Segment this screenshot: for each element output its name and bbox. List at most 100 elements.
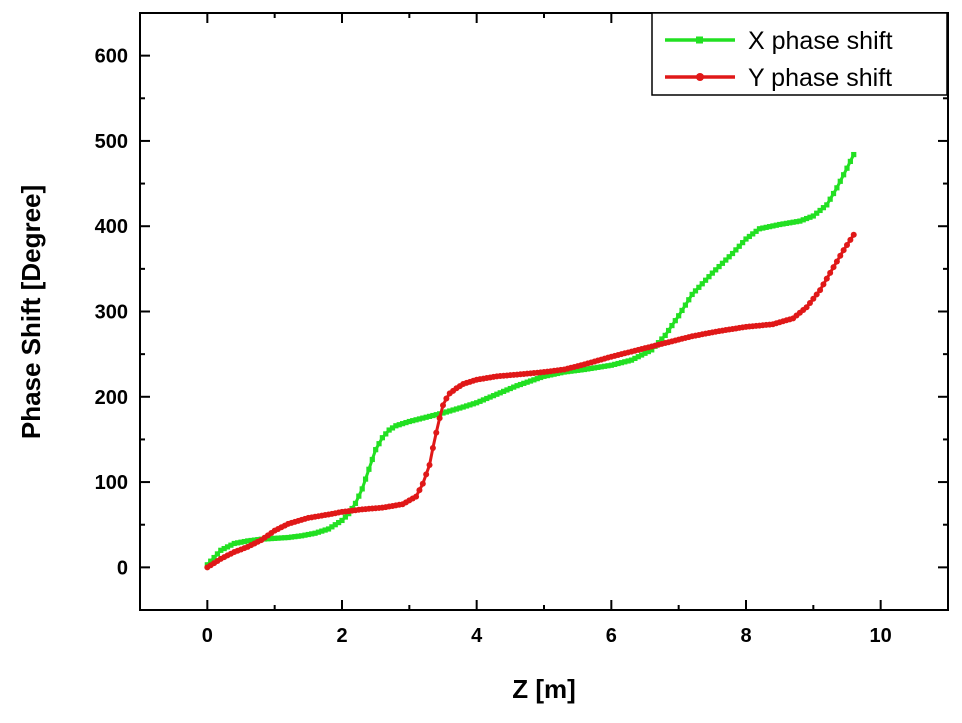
y-tick-label: 600 (95, 46, 128, 68)
legend: X phase shift Y phase shift (651, 12, 948, 96)
data-point (810, 213, 816, 219)
data-point (676, 313, 682, 319)
data-point (218, 547, 224, 553)
data-point (844, 165, 850, 171)
series-x-phase-shift (204, 151, 857, 568)
data-point (376, 441, 382, 447)
data-point (538, 374, 544, 381)
data-point (443, 395, 450, 402)
data-point (460, 404, 466, 410)
data-point (359, 486, 365, 492)
data-point (265, 536, 271, 542)
data-point (416, 487, 423, 494)
x-tick-label: 4 (471, 625, 483, 647)
data-point (605, 363, 611, 369)
data-point (517, 381, 524, 388)
data-point (248, 537, 254, 544)
data-point (423, 471, 430, 478)
data-point (642, 350, 648, 356)
data-point (211, 554, 217, 561)
data-point (709, 270, 715, 276)
data-point (733, 247, 739, 253)
data-point (440, 402, 446, 409)
data-point (746, 233, 752, 240)
data-point (501, 388, 507, 394)
legend-label: X phase shift (748, 27, 893, 55)
data-point (672, 318, 678, 324)
data-point (393, 423, 399, 429)
y-tick-label: 200 (95, 387, 128, 409)
data-point (841, 172, 847, 178)
data-point (430, 412, 436, 419)
data-point (824, 202, 830, 208)
data-point (575, 367, 581, 373)
data-point (612, 361, 618, 367)
x-tick-label: 8 (740, 625, 751, 647)
data-point (420, 415, 426, 421)
data-point (224, 544, 231, 550)
legend-entry: X phase shift (665, 27, 893, 55)
data-point (383, 431, 389, 437)
axes-frame (139, 12, 949, 611)
data-point (777, 221, 783, 228)
data-point (591, 365, 598, 371)
data-point (763, 224, 769, 230)
data-point (400, 421, 406, 427)
data-point (844, 241, 850, 248)
legend-box (651, 12, 948, 96)
data-point (800, 217, 806, 223)
data-point (659, 336, 665, 342)
data-point (426, 462, 433, 469)
data-point (490, 393, 497, 399)
data-point (410, 418, 416, 424)
data-point (756, 226, 763, 232)
series-y-phase-shift (204, 231, 857, 571)
legend-marker (696, 73, 704, 81)
data-point (295, 533, 301, 539)
data-point (285, 534, 291, 541)
data-point (406, 418, 412, 425)
data-point (221, 545, 227, 552)
data-point (362, 476, 369, 482)
data-point (514, 383, 520, 389)
data-point (403, 419, 409, 426)
data-point (686, 297, 692, 303)
data-point (436, 415, 443, 422)
data-point (241, 538, 247, 545)
data-point (817, 287, 824, 294)
data-point (649, 347, 655, 353)
data-point (329, 524, 335, 530)
data-point (568, 368, 574, 374)
data-point (810, 295, 817, 302)
data-point (820, 281, 827, 288)
x-tick-label: 6 (606, 625, 617, 647)
data-point (679, 307, 685, 314)
data-point (278, 535, 284, 541)
data-point (480, 397, 486, 403)
data-point (214, 551, 221, 557)
data-point (669, 322, 675, 329)
data-point (740, 240, 746, 246)
data-point (342, 514, 348, 520)
data-point (470, 401, 476, 407)
data-point (696, 284, 702, 290)
data-point (639, 352, 645, 358)
series-layer (204, 151, 857, 571)
data-point (251, 537, 258, 543)
data-point (504, 387, 510, 393)
data-point (773, 222, 779, 228)
data-point (433, 429, 440, 436)
data-point (827, 269, 834, 276)
data-point (729, 250, 736, 257)
data-point (413, 493, 420, 500)
x-tick-label: 0 (202, 625, 213, 647)
data-point (645, 348, 651, 355)
y-tick-label: 300 (95, 302, 128, 324)
data-point (379, 435, 385, 441)
data-point (753, 228, 759, 234)
data-point (790, 219, 796, 225)
y-tick-label: 100 (95, 472, 128, 494)
data-point (369, 456, 375, 463)
data-point (305, 531, 311, 538)
data-point (814, 210, 820, 216)
